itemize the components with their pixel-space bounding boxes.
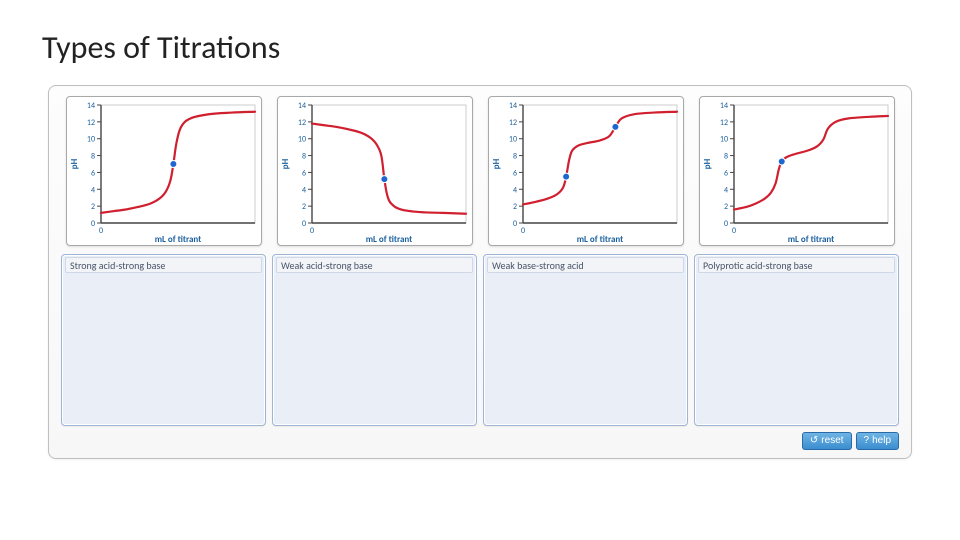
- chart-3[interactable]: 0 2 4 6 8 10 12 14 0 pH mL of titrant: [483, 96, 688, 246]
- svg-text:14: 14: [297, 101, 305, 111]
- svg-text:8: 8: [301, 152, 305, 162]
- svg-text:14: 14: [86, 101, 94, 111]
- svg-text:4: 4: [512, 185, 516, 195]
- svg-text:8: 8: [512, 152, 516, 162]
- bin-strong-acid-strong-base[interactable]: Strong acid-strong base: [61, 254, 266, 426]
- svg-text:6: 6: [723, 168, 727, 178]
- chart-1[interactable]: 0 2 4 6 8 10 12 14 0 pH mL of titrant: [61, 96, 266, 246]
- svg-text:12: 12: [508, 118, 516, 128]
- svg-text:mL of titrant: mL of titrant: [787, 234, 834, 245]
- svg-text:0: 0: [90, 219, 94, 229]
- charts-row: 024681012140pHmL of titrant 024681012140…: [57, 96, 903, 246]
- bin-label: Weak base-strong acid: [487, 257, 684, 273]
- reset-icon: ↺: [810, 433, 818, 449]
- bin-weak-base-strong-acid[interactable]: Weak base-strong acid: [483, 254, 688, 426]
- svg-text:0: 0: [301, 219, 305, 229]
- svg-text:2: 2: [301, 202, 305, 212]
- bins-row: Strong acid-strong base Weak acid-strong…: [57, 246, 903, 432]
- svg-text:0: 0: [520, 226, 524, 236]
- svg-text:pH: pH: [491, 158, 502, 169]
- chart-frame-1[interactable]: 0 2 4 6 8 10 12 14 0 pH mL of titrant: [66, 96, 262, 246]
- svg-text:14: 14: [719, 101, 727, 111]
- help-icon: ?: [864, 433, 870, 449]
- reset-button[interactable]: ↺ reset: [802, 432, 852, 450]
- svg-text:pH: pH: [69, 158, 80, 169]
- svg-text:12: 12: [719, 118, 727, 128]
- svg-text:12: 12: [297, 118, 305, 128]
- svg-text:2: 2: [90, 202, 94, 212]
- page-title: Types of Titrations: [0, 0, 960, 67]
- svg-text:12: 12: [86, 118, 94, 128]
- bin-label: Polyprotic acid-strong base: [698, 257, 895, 273]
- svg-text:mL of titrant: mL of titrant: [365, 234, 412, 245]
- svg-text:14: 14: [508, 101, 516, 111]
- svg-text:10: 10: [719, 135, 727, 145]
- svg-text:mL of titrant: mL of titrant: [154, 234, 201, 245]
- svg-text:8: 8: [90, 152, 94, 162]
- bin-label: Weak acid-strong base: [276, 257, 473, 273]
- svg-text:2: 2: [723, 202, 727, 212]
- chart-frame-3[interactable]: 0 2 4 6 8 10 12 14 0 pH mL of titrant: [488, 96, 684, 246]
- help-label: help: [872, 433, 891, 449]
- chart-frame-4[interactable]: 0 2 4 6 8 10 12 14 0 pH mL of titrant: [699, 96, 895, 246]
- bin-label: Strong acid-strong base: [65, 257, 262, 273]
- svg-text:6: 6: [301, 168, 305, 178]
- svg-text:4: 4: [723, 185, 727, 195]
- bin-weak-acid-strong-base[interactable]: Weak acid-strong base: [272, 254, 477, 426]
- svg-text:0: 0: [98, 226, 102, 236]
- svg-text:10: 10: [508, 135, 516, 145]
- svg-text:10: 10: [297, 135, 305, 145]
- footer-buttons: ↺ reset ? help: [57, 432, 903, 450]
- svg-text:mL of titrant: mL of titrant: [576, 234, 623, 245]
- svg-text:0: 0: [309, 226, 313, 236]
- svg-text:4: 4: [301, 185, 305, 195]
- chart-4[interactable]: 0 2 4 6 8 10 12 14 0 pH mL of titrant: [694, 96, 899, 246]
- svg-text:2: 2: [512, 202, 516, 212]
- chart-2[interactable]: 0 2 4 6 8 10 12 14 0 pH mL of titrant: [272, 96, 477, 246]
- chart-frame-2[interactable]: 0 2 4 6 8 10 12 14 0 pH mL of titrant: [277, 96, 473, 246]
- svg-text:pH: pH: [702, 158, 713, 169]
- svg-text:0: 0: [512, 219, 516, 229]
- svg-text:pH: pH: [280, 158, 291, 169]
- bin-polyprotic[interactable]: Polyprotic acid-strong base: [694, 254, 899, 426]
- svg-text:6: 6: [512, 168, 516, 178]
- svg-text:8: 8: [723, 152, 727, 162]
- svg-text:10: 10: [86, 135, 94, 145]
- reset-label: reset: [821, 433, 843, 449]
- svg-text:0: 0: [723, 219, 727, 229]
- help-button[interactable]: ? help: [856, 432, 899, 450]
- svg-text:6: 6: [90, 168, 94, 178]
- activity-panel: 024681012140pHmL of titrant 024681012140…: [48, 85, 912, 459]
- svg-text:4: 4: [90, 185, 94, 195]
- svg-text:0: 0: [731, 226, 735, 236]
